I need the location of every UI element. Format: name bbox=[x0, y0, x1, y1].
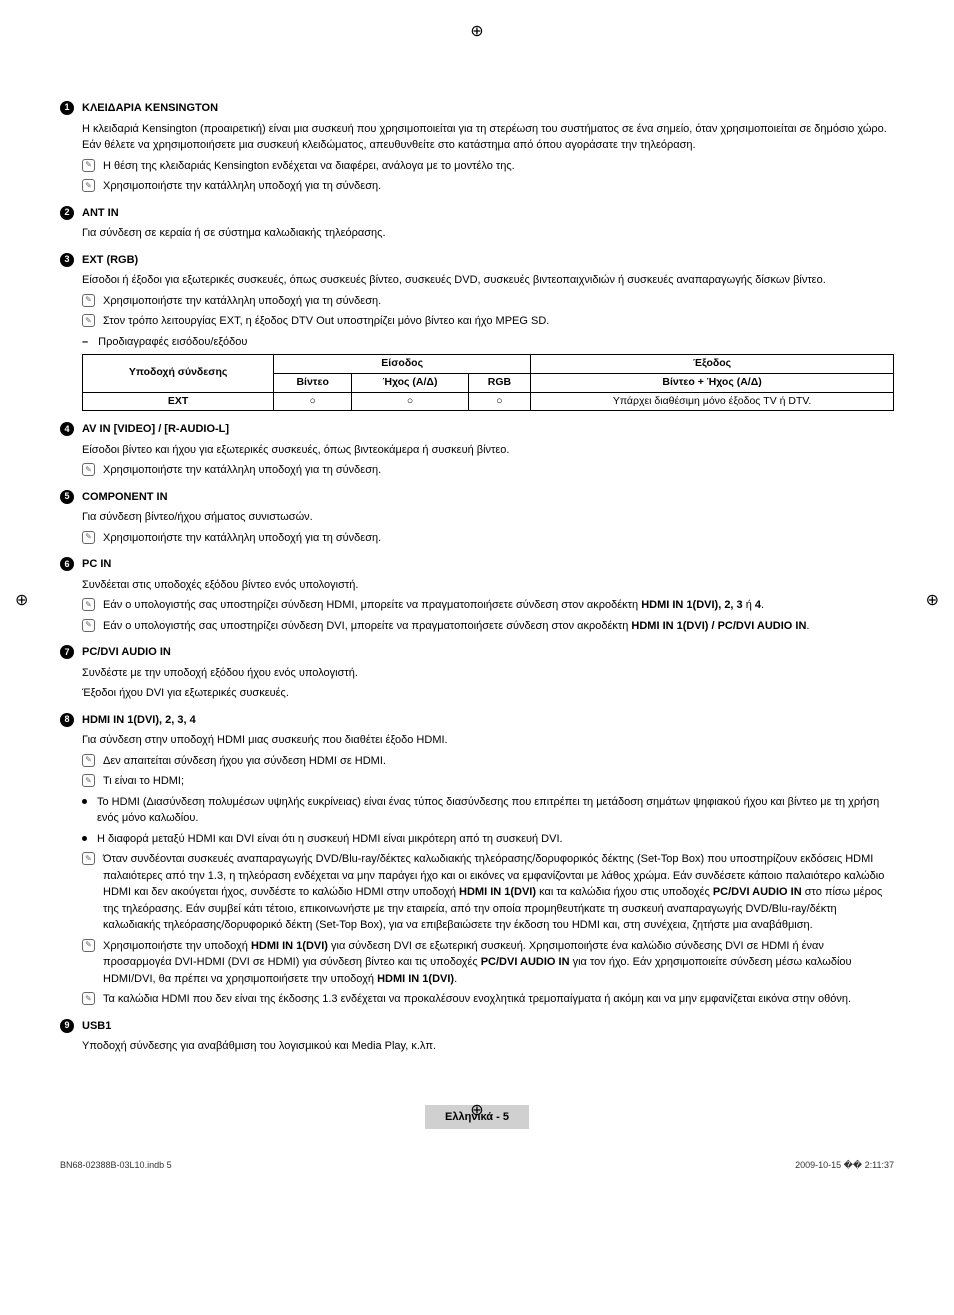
note-text: Χρησιμοποιήστε την κατάλληλη υποδοχή για… bbox=[103, 462, 381, 479]
note-icon: ✎ bbox=[82, 159, 95, 172]
print-mark-right: ⊕ bbox=[926, 589, 939, 613]
io-spec-table: Υποδοχή σύνδεσης Είσοδος Έξοδος Βίντεο Ή… bbox=[82, 354, 894, 411]
th-va: Βίντεο + Ήχος (Α/Δ) bbox=[531, 373, 894, 392]
section-title: AV IN [VIDEO] / [R-AUDIO-L] bbox=[82, 421, 229, 438]
section-number: 3 bbox=[60, 253, 74, 267]
section-title: HDMI IN 1(DVI), 2, 3, 4 bbox=[82, 712, 196, 729]
th-video: Βίντεο bbox=[274, 373, 352, 392]
section-number: 1 bbox=[60, 101, 74, 115]
section-intro: Η κλειδαριά Kensington (προαιρετική) είν… bbox=[82, 121, 894, 154]
th-input: Είσοδος bbox=[274, 355, 531, 374]
section-intro2: Έξοδοι ήχου DVI για εξωτερικές συσκευές. bbox=[82, 685, 894, 702]
note-icon: ✎ bbox=[82, 754, 95, 767]
print-mark-bottom: ⊕ bbox=[470, 1099, 483, 1123]
note-icon: ✎ bbox=[82, 852, 95, 865]
th-rgb: RGB bbox=[468, 373, 530, 392]
note-text: Χρησιμοποιήστε την κατάλληλη υποδοχή για… bbox=[103, 530, 381, 547]
note-icon: ✎ bbox=[82, 939, 95, 952]
bullet-icon bbox=[82, 799, 87, 804]
doc-timestamp: 2009-10-15 �� 2:11:37 bbox=[795, 1159, 894, 1173]
note-icon: ✎ bbox=[82, 619, 95, 632]
note-text: Τα καλώδια HDMI που δεν είναι της έκδοση… bbox=[103, 991, 851, 1008]
dash-icon: – bbox=[82, 334, 88, 351]
bullet-text: Προδιαγραφές εισόδου/εξόδου bbox=[98, 334, 247, 351]
print-mark-top: ⊕ bbox=[470, 20, 483, 44]
section-title: ANT IN bbox=[82, 205, 119, 222]
note-icon: ✎ bbox=[82, 774, 95, 787]
td-ext: EXT bbox=[83, 392, 274, 411]
section-number: 6 bbox=[60, 557, 74, 571]
th-audio: Ήχος (Α/Δ) bbox=[352, 373, 469, 392]
note-text: Χρησιμοποιήστε την κατάλληλη υποδοχή για… bbox=[103, 178, 381, 195]
section-intro: Συνδέστε με την υποδοχή εξόδου ήχου ενός… bbox=[82, 665, 894, 682]
note-text: Χρησιμοποιήστε την υποδοχή HDMI IN 1(DVI… bbox=[103, 938, 894, 988]
note-icon: ✎ bbox=[82, 992, 95, 1005]
section-title: PC/DVI AUDIO IN bbox=[82, 644, 171, 661]
doc-id: BN68-02388B-03L10.indb 5 bbox=[60, 1159, 172, 1173]
note-text: Όταν συνδέονται συσκευές αναπαραγωγής DV… bbox=[103, 851, 894, 934]
note-text: Χρησιμοποιήστε την κατάλληλη υποδοχή για… bbox=[103, 293, 381, 310]
section-number: 2 bbox=[60, 206, 74, 220]
section-title: PC IN bbox=[82, 556, 111, 573]
note-text: Τι είναι το HDMI; bbox=[103, 773, 184, 790]
section-title: COMPONENT IN bbox=[82, 489, 168, 506]
section-title: EXT (RGB) bbox=[82, 252, 138, 269]
doc-footer: BN68-02388B-03L10.indb 5 2009-10-15 �� 2… bbox=[60, 1159, 894, 1173]
page-content: 1 ΚΛΕΙΔΑΡΙΑ KENSINGTON Η κλειδαριά Kensi… bbox=[60, 100, 894, 1173]
bullet-text: Η διαφορά μεταξύ HDMI και DVI είναι ότι … bbox=[97, 831, 563, 848]
section-intro: Για σύνδεση βίντεο/ήχου σήματος συνιστωσ… bbox=[82, 509, 894, 526]
note-icon: ✎ bbox=[82, 179, 95, 192]
section-intro: Υποδοχή σύνδεσης για αναβάθμιση του λογι… bbox=[82, 1038, 894, 1055]
section-number: 5 bbox=[60, 490, 74, 504]
section-intro: Είσοδοι βίντεο και ήχου για εξωτερικές σ… bbox=[82, 442, 894, 459]
section-title: USB1 bbox=[82, 1018, 111, 1035]
note-text: Εάν ο υπολογιστής σας υποστηρίζει σύνδεσ… bbox=[103, 597, 764, 614]
note-text: Στον τρόπο λειτουργίας EXT, η έξοδος DTV… bbox=[103, 313, 549, 330]
bullet-icon bbox=[82, 836, 87, 841]
note-icon: ✎ bbox=[82, 598, 95, 611]
section-intro: Για σύνδεση στην υποδοχή HDMI μιας συσκε… bbox=[82, 732, 894, 749]
th-connection: Υποδοχή σύνδεσης bbox=[83, 355, 274, 393]
td-val: ○ bbox=[352, 392, 469, 411]
section-intro: Για σύνδεση σε κεραία ή σε σύστημα καλωδ… bbox=[82, 225, 894, 242]
note-text: Η θέση της κλειδαριάς Kensington ενδέχετ… bbox=[103, 158, 515, 175]
section-number: 4 bbox=[60, 422, 74, 436]
td-val: ○ bbox=[468, 392, 530, 411]
note-icon: ✎ bbox=[82, 463, 95, 476]
section-intro: Συνδέεται στις υποδοχές εξόδου βίντεο εν… bbox=[82, 577, 894, 594]
note-text: Δεν απαιτείται σύνδεση ήχου για σύνδεση … bbox=[103, 753, 386, 770]
section-number: 7 bbox=[60, 645, 74, 659]
td-output: Υπάρχει διαθέσιμη μόνο έξοδος TV ή DTV. bbox=[531, 392, 894, 411]
section-intro: Είσοδοι ή έξοδοι για εξωτερικές συσκευές… bbox=[82, 272, 894, 289]
section-number: 9 bbox=[60, 1019, 74, 1033]
print-mark-left: ⊕ bbox=[15, 589, 28, 613]
note-icon: ✎ bbox=[82, 531, 95, 544]
section-number: 8 bbox=[60, 713, 74, 727]
note-icon: ✎ bbox=[82, 314, 95, 327]
note-icon: ✎ bbox=[82, 294, 95, 307]
td-val: ○ bbox=[274, 392, 352, 411]
section-title: ΚΛΕΙΔΑΡΙΑ KENSINGTON bbox=[82, 100, 218, 117]
note-text: Εάν ο υπολογιστής σας υποστηρίζει σύνδεσ… bbox=[103, 618, 809, 635]
th-output: Έξοδος bbox=[531, 355, 894, 374]
bullet-text: Το HDMI (Διασύνδεση πολυμέσων υψηλής ευκ… bbox=[97, 794, 894, 827]
